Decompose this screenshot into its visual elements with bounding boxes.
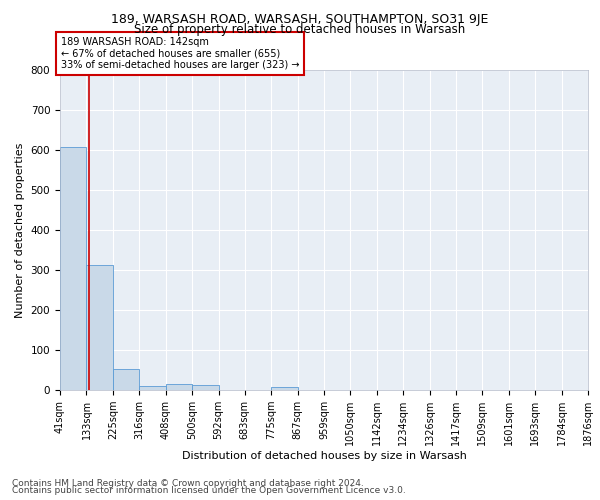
X-axis label: Distribution of detached houses by size in Warsash: Distribution of detached houses by size … [182, 450, 466, 460]
Bar [271, 387, 298, 390]
Text: Contains HM Land Registry data © Crown copyright and database right 2024.: Contains HM Land Registry data © Crown c… [12, 478, 364, 488]
Bar [166, 384, 192, 390]
Bar [113, 369, 139, 390]
Bar [192, 385, 218, 390]
Bar [60, 147, 86, 390]
Text: 189 WARSASH ROAD: 142sqm
← 67% of detached houses are smaller (655)
33% of semi-: 189 WARSASH ROAD: 142sqm ← 67% of detach… [61, 37, 299, 70]
Bar [139, 386, 166, 390]
Text: 189, WARSASH ROAD, WARSASH, SOUTHAMPTON, SO31 9JE: 189, WARSASH ROAD, WARSASH, SOUTHAMPTON,… [112, 12, 488, 26]
Y-axis label: Number of detached properties: Number of detached properties [15, 142, 25, 318]
Bar [86, 265, 113, 390]
Text: Size of property relative to detached houses in Warsash: Size of property relative to detached ho… [134, 22, 466, 36]
Text: Contains public sector information licensed under the Open Government Licence v3: Contains public sector information licen… [12, 486, 406, 495]
